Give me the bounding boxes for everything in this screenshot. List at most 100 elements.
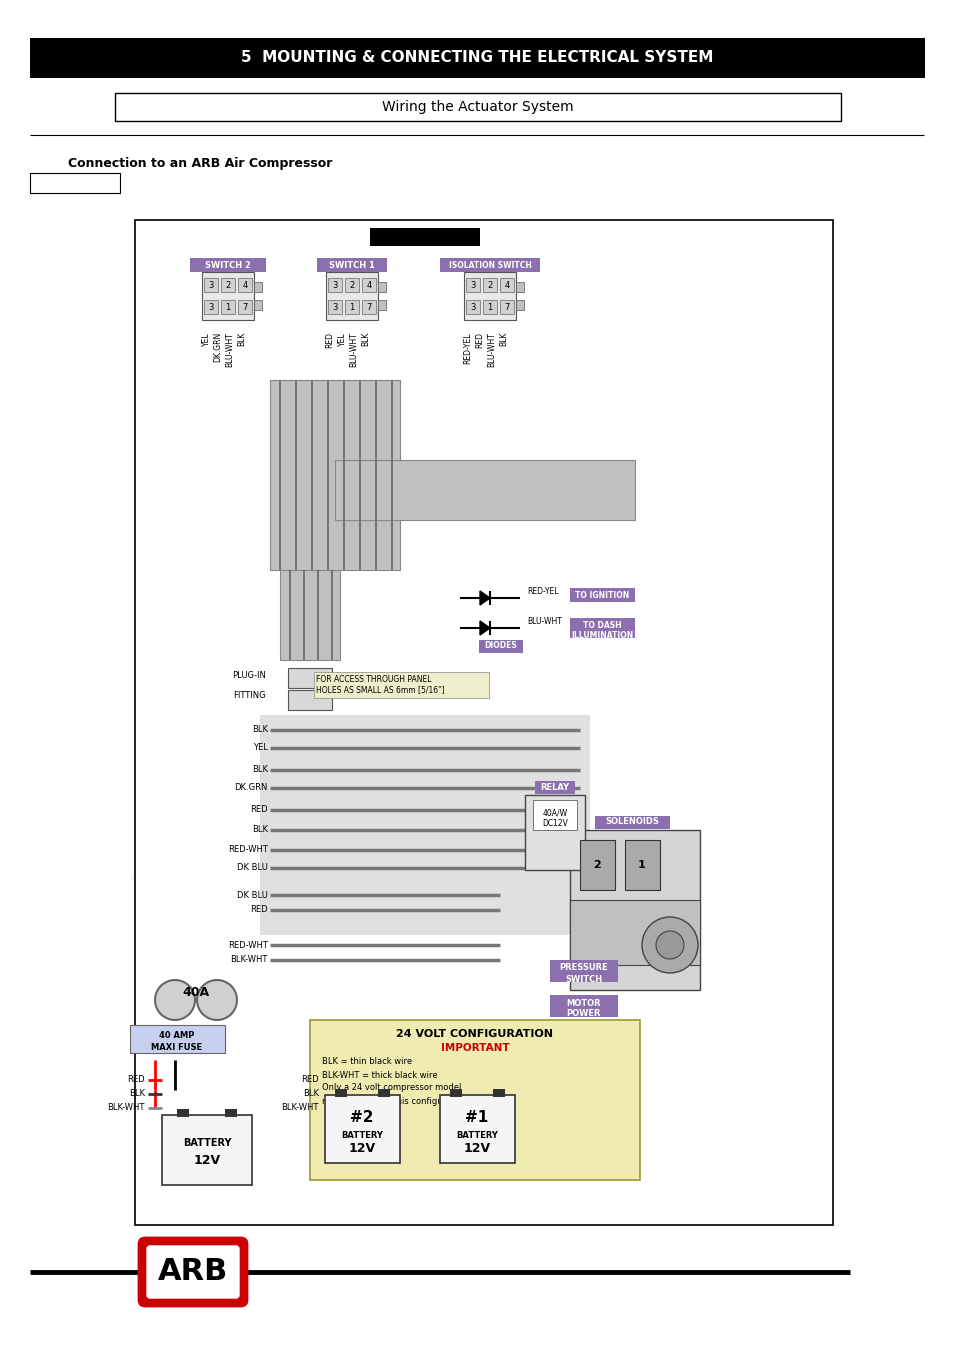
Text: RED: RED xyxy=(301,1076,318,1084)
Text: LOCKER DIFFERENTIALS: LOCKER DIFFERENTIALS xyxy=(235,963,723,998)
Text: ARB: ARB xyxy=(157,1257,228,1287)
Text: BLK: BLK xyxy=(252,825,268,834)
Text: RED: RED xyxy=(128,1076,145,1084)
Circle shape xyxy=(154,980,194,1021)
FancyBboxPatch shape xyxy=(147,1246,239,1297)
Bar xyxy=(314,672,489,698)
Bar xyxy=(316,258,387,271)
Text: BATTERY: BATTERY xyxy=(183,1138,231,1148)
Text: YEL: YEL xyxy=(337,332,346,346)
Bar xyxy=(499,278,514,292)
Text: 5  MOUNTING & CONNECTING THE ELECTRICAL SYSTEM: 5 MOUNTING & CONNECTING THE ELECTRICAL S… xyxy=(240,50,713,66)
Bar xyxy=(225,1108,236,1116)
Text: 1: 1 xyxy=(349,302,355,312)
Bar xyxy=(335,460,635,520)
Bar xyxy=(288,668,332,688)
Text: FITTING: FITTING xyxy=(233,691,266,701)
Text: 7: 7 xyxy=(504,302,509,312)
Bar xyxy=(579,840,615,890)
Bar xyxy=(595,815,669,829)
Bar xyxy=(30,173,120,193)
Bar xyxy=(478,640,522,653)
Text: R: R xyxy=(446,582,713,918)
Bar xyxy=(310,1021,639,1180)
Text: TO DASH: TO DASH xyxy=(582,621,620,629)
Text: BLK-WHT = thick black wire: BLK-WHT = thick black wire xyxy=(322,1071,437,1080)
Text: MOTOR: MOTOR xyxy=(566,999,600,1007)
Text: PLUG-IN: PLUG-IN xyxy=(232,671,266,680)
Bar xyxy=(533,801,577,830)
Text: RELAY: RELAY xyxy=(539,783,569,791)
Text: 2: 2 xyxy=(593,860,600,869)
Text: Only a 24 volt compressor model: Only a 24 volt compressor model xyxy=(322,1084,461,1092)
Text: 7: 7 xyxy=(242,302,248,312)
Text: 2: 2 xyxy=(487,281,492,289)
Text: 12V: 12V xyxy=(348,1142,375,1156)
Text: SOLENOIDS: SOLENOIDS xyxy=(604,818,659,826)
Text: DK BLU: DK BLU xyxy=(237,891,268,899)
Bar xyxy=(280,570,339,660)
Text: BLU-WHT: BLU-WHT xyxy=(225,332,234,367)
Bar xyxy=(624,840,659,890)
Text: BLK-WHT: BLK-WHT xyxy=(231,956,268,964)
Text: PRESSURE: PRESSURE xyxy=(559,964,608,972)
Text: may be used for this configuration: may be used for this configuration xyxy=(322,1096,467,1106)
Bar xyxy=(221,300,234,315)
Text: ILLUMINATION: ILLUMINATION xyxy=(570,630,633,640)
Text: BLK: BLK xyxy=(303,1089,318,1099)
Bar xyxy=(328,278,341,292)
Text: Wiring the Actuator System: Wiring the Actuator System xyxy=(382,100,573,113)
Text: SWITCH 2: SWITCH 2 xyxy=(205,261,251,270)
Text: 40A: 40A xyxy=(182,986,210,999)
Bar xyxy=(162,1115,252,1185)
Text: 2: 2 xyxy=(225,281,231,289)
Bar xyxy=(516,282,523,292)
Text: 12V: 12V xyxy=(193,1154,220,1168)
Bar xyxy=(516,300,523,310)
Circle shape xyxy=(196,980,236,1021)
Bar xyxy=(524,795,584,869)
Bar xyxy=(569,618,635,639)
Text: DC12V: DC12V xyxy=(541,818,567,828)
Text: SWITCH 1: SWITCH 1 xyxy=(329,261,375,270)
Bar xyxy=(450,1089,461,1098)
Bar xyxy=(30,38,924,78)
Bar xyxy=(361,300,375,315)
Bar xyxy=(465,300,479,315)
Text: POWER: POWER xyxy=(566,1008,600,1018)
Text: DK BLU: DK BLU xyxy=(237,864,268,872)
Text: YEL: YEL xyxy=(253,744,268,752)
Bar xyxy=(202,271,253,320)
Text: 1: 1 xyxy=(638,860,645,869)
Bar xyxy=(569,589,635,602)
Text: BLU-WHT: BLU-WHT xyxy=(349,332,358,367)
Bar xyxy=(253,282,262,292)
Bar xyxy=(370,228,479,246)
Text: RED-YEL: RED-YEL xyxy=(526,587,558,597)
Bar xyxy=(439,258,539,271)
Bar xyxy=(465,278,479,292)
Text: RED: RED xyxy=(250,806,268,814)
Text: A: A xyxy=(127,522,493,977)
Text: 24 VOLT CONFIGURATION: 24 VOLT CONFIGURATION xyxy=(396,1029,553,1040)
Text: 1: 1 xyxy=(487,302,492,312)
Text: 12V: 12V xyxy=(463,1142,490,1156)
Bar xyxy=(345,300,358,315)
Text: 3: 3 xyxy=(332,281,337,289)
Bar xyxy=(288,690,332,710)
Text: YEL: YEL xyxy=(201,332,211,346)
Bar xyxy=(130,1025,225,1053)
Text: TO IGNITION: TO IGNITION xyxy=(575,590,628,599)
Bar xyxy=(463,271,516,320)
Text: BLU-WHT: BLU-WHT xyxy=(487,332,496,367)
Text: 40A/W: 40A/W xyxy=(542,809,567,818)
Text: RED: RED xyxy=(250,906,268,914)
Bar xyxy=(204,278,218,292)
Bar xyxy=(237,278,252,292)
Text: MAXI FUSE: MAXI FUSE xyxy=(152,1042,202,1052)
Text: #2: #2 xyxy=(350,1110,374,1125)
Text: BLK: BLK xyxy=(499,332,508,347)
Bar xyxy=(325,1095,399,1162)
Text: BLU-WHT: BLU-WHT xyxy=(526,617,561,626)
Bar xyxy=(115,93,841,122)
